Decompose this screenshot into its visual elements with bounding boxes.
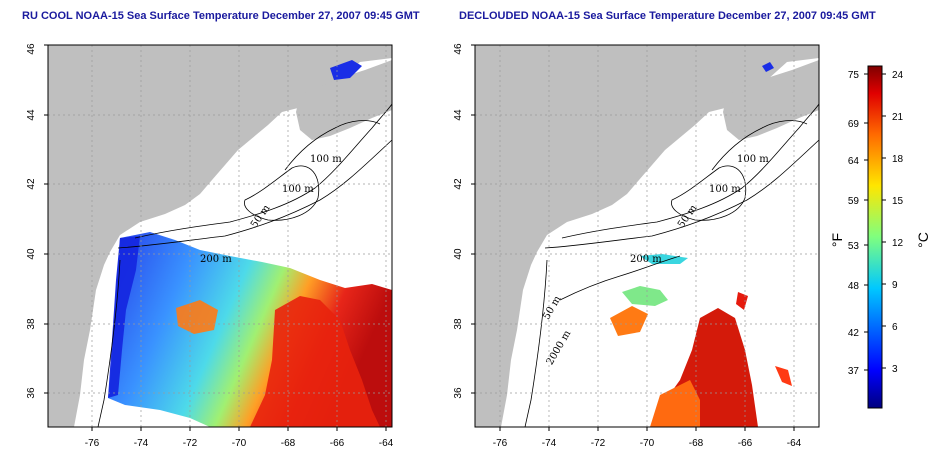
contour-label: 100 m [737, 154, 769, 165]
land-mass [475, 45, 819, 427]
left-grid [48, 45, 392, 427]
y-tick-label: 42 [453, 178, 464, 190]
right-map-title: DECLOUDED NOAA-15 Sea Surface Temperatur… [459, 10, 876, 22]
nova-scotia-land [296, 60, 392, 140]
fahrenheit-ticks: 75 69 64 59 53 48 42 37 [848, 70, 860, 377]
right-grid [475, 45, 819, 427]
y-tick-label: 40 [26, 248, 37, 260]
c-tick-label: 18 [892, 154, 904, 165]
c-tick-label: 6 [892, 322, 898, 333]
celsius-ticks: 24 21 18 15 12 9 6 3 [892, 70, 904, 375]
contour-label: 100 m [709, 184, 741, 195]
left-map-panel: 100 m 100 m 50 m 200 m -76 -74 -72 -70 -… [26, 43, 394, 449]
x-tick-label: -74 [134, 438, 149, 449]
left-map-title: RU COOL NOAA-15 Sea Surface Temperature … [22, 10, 420, 22]
f-tick-label: 48 [848, 281, 860, 292]
x-tick-label: -68 [689, 438, 704, 449]
y-tick-label: 44 [26, 109, 37, 121]
x-tick-label: -64 [379, 438, 394, 449]
sst-patch-north [762, 62, 774, 72]
left-x-axis-labels: -76 -74 -72 -70 -68 -66 -64 [85, 438, 394, 449]
land-mass [48, 45, 392, 427]
left-y-axis-labels: 36 38 40 42 44 46 [26, 43, 37, 399]
y-tick-label: 36 [26, 387, 37, 399]
c-tick-label: 24 [892, 70, 904, 81]
c-tick-label: 21 [892, 112, 904, 123]
x-tick-label: -70 [640, 438, 655, 449]
x-tick-label: -74 [542, 438, 557, 449]
f-tick-label: 59 [848, 196, 860, 207]
sst-gulfstream-orange [650, 380, 700, 427]
contour-label: 100 m [310, 154, 342, 165]
contour-label: 200 m [200, 254, 232, 265]
sst-fragment-green [622, 286, 668, 306]
sst-fragment-cyan [640, 254, 688, 264]
sst-fragment-orange [610, 306, 648, 336]
f-tick-label: 75 [848, 70, 860, 81]
y-tick-label: 46 [26, 43, 37, 55]
f-tick-label: 64 [848, 156, 860, 167]
x-tick-label: -70 [232, 438, 247, 449]
celsius-unit-label: °C [915, 232, 931, 248]
sst-warm-core [250, 296, 380, 427]
contour-label: 200 m [630, 254, 662, 265]
y-tick-label: 40 [453, 248, 464, 260]
sst-warm-eddy [176, 300, 218, 334]
colorbar-gradient [867, 65, 883, 409]
x-tick-label: -76 [493, 438, 508, 449]
x-tick-label: -68 [281, 438, 296, 449]
x-tick-label: -66 [738, 438, 753, 449]
x-tick-label: -66 [330, 438, 345, 449]
temperature-colorbar: 75 69 64 59 53 48 42 37 24 21 18 15 12 9… [829, 65, 931, 409]
contour-label: 100 m [282, 184, 314, 195]
right-y-axis-labels: 36 38 40 42 44 46 [453, 43, 464, 399]
y-tick-label: 36 [453, 387, 464, 399]
sst-fragment-southeast [775, 366, 792, 386]
c-tick-label: 15 [892, 196, 904, 207]
c-tick-label: 12 [892, 238, 904, 249]
x-tick-label: -72 [591, 438, 606, 449]
c-tick-label: 9 [892, 280, 898, 291]
bathymetry-contours [524, 103, 819, 427]
nova-scotia-land [723, 60, 819, 140]
y-tick-label: 46 [453, 43, 464, 55]
y-tick-label: 38 [453, 318, 464, 330]
f-tick-label: 42 [848, 328, 860, 339]
sst-coastal-blue [108, 236, 140, 398]
x-tick-label: -76 [85, 438, 100, 449]
x-tick-label: -64 [787, 438, 802, 449]
c-tick-label: 3 [892, 364, 898, 375]
sst-patch-north [330, 60, 362, 80]
f-tick-label: 53 [848, 241, 860, 252]
right-x-axis-labels: -76 -74 -72 -70 -68 -66 -64 [493, 438, 802, 449]
y-tick-label: 42 [26, 178, 37, 190]
f-tick-label: 69 [848, 119, 860, 130]
y-tick-label: 38 [26, 318, 37, 330]
bathymetry-contours [97, 103, 392, 427]
y-tick-label: 44 [453, 109, 464, 121]
fahrenheit-unit-label: °F [829, 233, 845, 247]
right-map-panel: 100 m 100 m 50 m 200 m 50 m 2000 m -76 -… [453, 43, 820, 449]
f-tick-label: 37 [848, 366, 860, 377]
x-tick-label: -72 [183, 438, 198, 449]
